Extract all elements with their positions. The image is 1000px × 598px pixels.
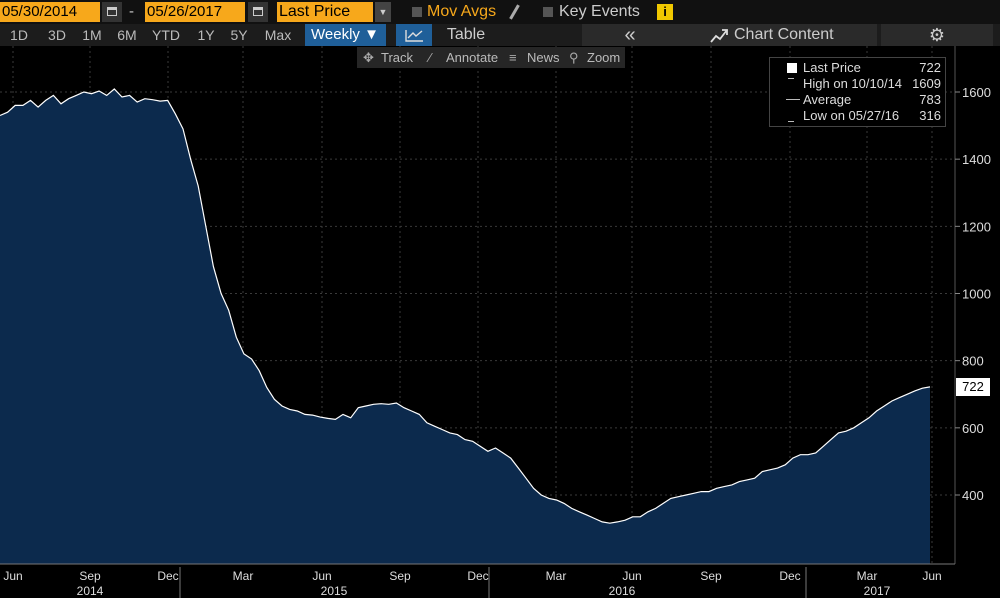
legend-average-icon — [786, 99, 800, 100]
y-tick-label: 400 — [962, 488, 984, 503]
legend-low-value: 316 — [919, 108, 941, 123]
end-date-field[interactable]: 05/26/2017 — [145, 2, 245, 22]
x-tick-label: Jun — [3, 569, 22, 583]
x-tick-label: Mar — [233, 569, 254, 583]
x-tick-label: Sep — [79, 569, 101, 583]
track-button[interactable]: Track — [381, 50, 414, 65]
zoom-button[interactable]: Zoom — [587, 50, 621, 65]
legend-last-price-value: 722 — [919, 60, 941, 75]
period-1d[interactable]: 1D — [10, 27, 28, 43]
zoom-icon[interactable]: ⚲ — [569, 50, 579, 65]
y-tick-label: 1000 — [962, 287, 991, 302]
x-year-label: 2017 — [864, 584, 891, 598]
start-date-field[interactable]: 05/30/2014 — [0, 2, 100, 22]
x-tick-label: Dec — [467, 569, 488, 583]
period-3d[interactable]: 3D — [48, 27, 66, 43]
y-tick-label: 1200 — [962, 219, 991, 234]
news-button[interactable]: News — [527, 50, 560, 65]
end-calendar-icon[interactable] — [248, 2, 268, 22]
x-year-label: 2016 — [609, 584, 636, 598]
x-tick-label: Jun — [622, 569, 641, 583]
chart-content-label: Chart Content — [734, 26, 834, 43]
line-chart-icon[interactable] — [396, 24, 432, 46]
x-tick-label: Sep — [700, 569, 722, 583]
start-calendar-icon[interactable] — [102, 2, 122, 22]
x-tick-label: Sep — [389, 569, 411, 583]
annotate-button[interactable]: Annotate — [446, 50, 499, 65]
x-tick-label: Dec — [157, 569, 178, 583]
pencil-icon[interactable] — [509, 4, 520, 20]
frequency-dropdown[interactable]: Weekly ▼ — [305, 24, 386, 46]
top-bar: 05/30/2014 - 05/26/2017 Last Price ▼ Mov… — [0, 0, 1000, 24]
x-tick-label: Jun — [922, 569, 941, 583]
legend-high-label: High on 10/10/14 — [803, 76, 903, 91]
period-1m[interactable]: 1M — [82, 27, 102, 43]
legend-average-label: Average — [803, 92, 852, 107]
period-5y[interactable]: 5Y — [230, 27, 248, 43]
legend-average: Average 783 — [770, 92, 947, 108]
date-separator: - — [129, 3, 134, 20]
legend-low: Low on 05/27/16 316 — [770, 108, 947, 124]
gear-icon: ⚙ — [928, 25, 946, 45]
legend-low-label: Low on 05/27/16 — [803, 108, 900, 123]
chart-content-icon — [710, 29, 728, 43]
key-events-checkbox[interactable] — [543, 7, 553, 17]
x-tick-label: Dec — [779, 569, 800, 583]
period-1y[interactable]: 1Y — [197, 27, 215, 43]
period-6m[interactable]: 6M — [117, 27, 137, 43]
last-price-badge: 722 — [956, 378, 990, 396]
chart-tools-bar: ✥ Track ∕ Annotate ≡ News ⚲ Zoom — [357, 47, 625, 68]
y-tick-label: 1600 — [962, 85, 991, 100]
y-axis: 400 600 800 1000 1200 1400 1600 — [954, 46, 991, 564]
legend-high: High on 10/10/14 1609 — [770, 76, 947, 92]
field-select[interactable]: Last Price — [277, 2, 373, 22]
x-tick-label: Mar — [857, 569, 878, 583]
legend-average-value: 783 — [919, 92, 941, 107]
legend-low-icon — [788, 110, 794, 122]
chart-legend: Last Price 722 High on 10/10/14 1609 Ave… — [769, 57, 946, 127]
period-max[interactable]: Max — [264, 27, 292, 43]
x-tick-label: Mar — [546, 569, 567, 583]
x-axis: Jun Sep Dec Mar Jun Sep Dec Mar Jun Sep Dec Mar Jun2… — [0, 563, 1000, 598]
y-tick-label: 1400 — [962, 152, 991, 167]
price-area — [0, 89, 930, 564]
mov-avgs-label[interactable]: Mov Avgs — [427, 3, 497, 20]
mov-avgs-checkbox[interactable] — [412, 7, 422, 17]
line-chart-icon-graphic — [405, 30, 423, 42]
legend-high-value: 1609 — [912, 76, 941, 91]
collapse-button[interactable]: « — [582, 24, 678, 46]
period-toolbar: 1D 3D 1M 6M YTD 1Y 5Y Max Weekly ▼ Table… — [0, 24, 1000, 46]
price-line — [0, 88, 931, 524]
price-chart[interactable]: 400 600 800 1000 1200 1400 1600 Jun Sep Dec Mar Ju… — [0, 46, 1000, 598]
x-tick-label: Jun — [312, 569, 331, 583]
settings-button[interactable]: ⚙ — [881, 24, 993, 46]
legend-high-icon — [788, 78, 794, 90]
track-icon[interactable]: ✥ — [363, 50, 374, 65]
y-tick-label: 600 — [962, 421, 984, 436]
y-tick-label: 800 — [962, 354, 984, 369]
news-icon[interactable]: ≡ — [509, 50, 517, 65]
legend-square-icon — [787, 63, 797, 73]
key-events-label[interactable]: Key Events — [559, 3, 640, 20]
chart-content-button[interactable]: Chart Content — [662, 24, 877, 46]
x-year-label: 2014 — [77, 584, 104, 598]
period-ytd[interactable]: YTD — [152, 27, 180, 43]
annotate-icon[interactable]: ∕ — [429, 50, 432, 65]
x-axis-band — [0, 564, 1000, 598]
legend-last-price-label: Last Price — [803, 60, 861, 75]
legend-last-price: Last Price 722 — [770, 60, 947, 76]
table-button[interactable]: Table — [446, 26, 486, 43]
info-icon[interactable]: i — [657, 4, 673, 20]
x-year-label: 2015 — [321, 584, 348, 598]
field-dropdown-arrow-icon[interactable]: ▼ — [375, 2, 391, 22]
